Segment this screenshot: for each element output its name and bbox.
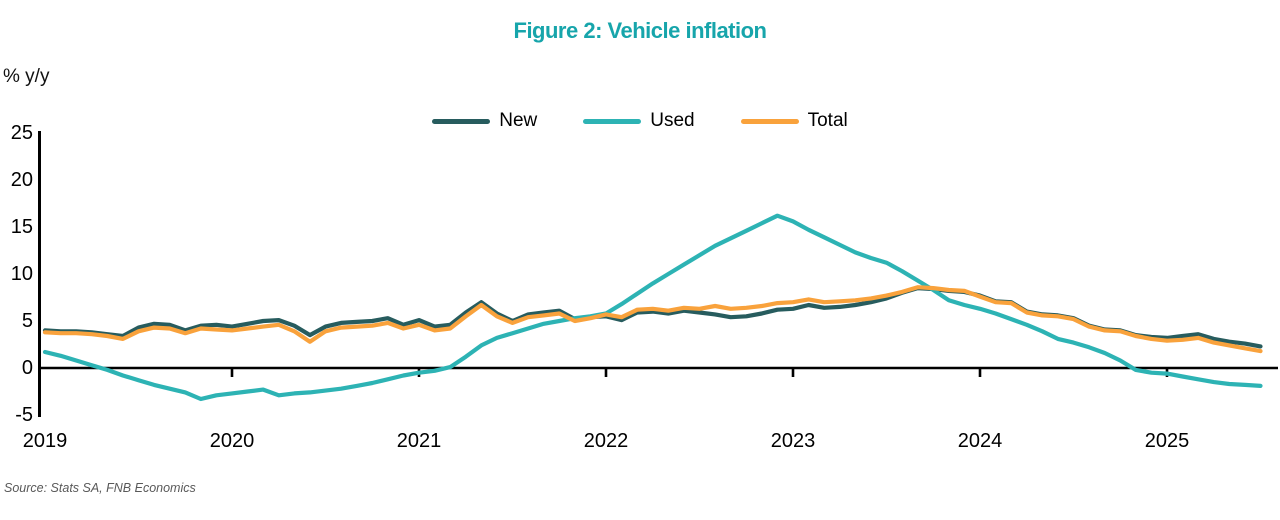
legend-item-total: Total [740, 110, 848, 132]
y-tick-label: 5 [21, 310, 33, 332]
legend: New Used Total [0, 110, 1280, 132]
x-tick-label: 2019 [22, 430, 68, 452]
series-line-total [42, 285, 1263, 354]
legend-swatch-total [740, 118, 799, 124]
y-tick-label: 10 [10, 263, 33, 285]
legend-swatch-used [583, 118, 642, 124]
source-note: Source: Stats SA, FNB Economics [4, 481, 196, 495]
y-tick-label: -5 [15, 404, 33, 426]
legend-label: Total [807, 110, 848, 131]
y-tick-label: 25 [10, 122, 33, 144]
legend-swatch-new [432, 118, 491, 124]
y-tick-label: 0 [21, 357, 33, 379]
y-tick-label: 15 [10, 216, 33, 238]
series-line-new [42, 286, 1263, 349]
x-tick-label: 2025 [1144, 430, 1190, 452]
legend-item-new: New [432, 110, 537, 132]
chart-title: Figure 2: Vehicle inflation [513, 18, 768, 43]
x-tick-label: 2023 [770, 430, 816, 452]
legend-label: Used [650, 110, 695, 131]
y-axis-unit-label: % y/y [3, 66, 50, 87]
series-line-used [42, 213, 1263, 402]
legend-label: New [499, 110, 538, 131]
legend-item-used: Used [583, 110, 695, 132]
x-tick-label: 2022 [583, 430, 629, 452]
x-tick-label: 2024 [957, 430, 1003, 452]
x-tick-label: 2021 [396, 430, 442, 452]
y-tick-label: 20 [10, 169, 33, 191]
x-tick-label: 2020 [209, 430, 255, 452]
